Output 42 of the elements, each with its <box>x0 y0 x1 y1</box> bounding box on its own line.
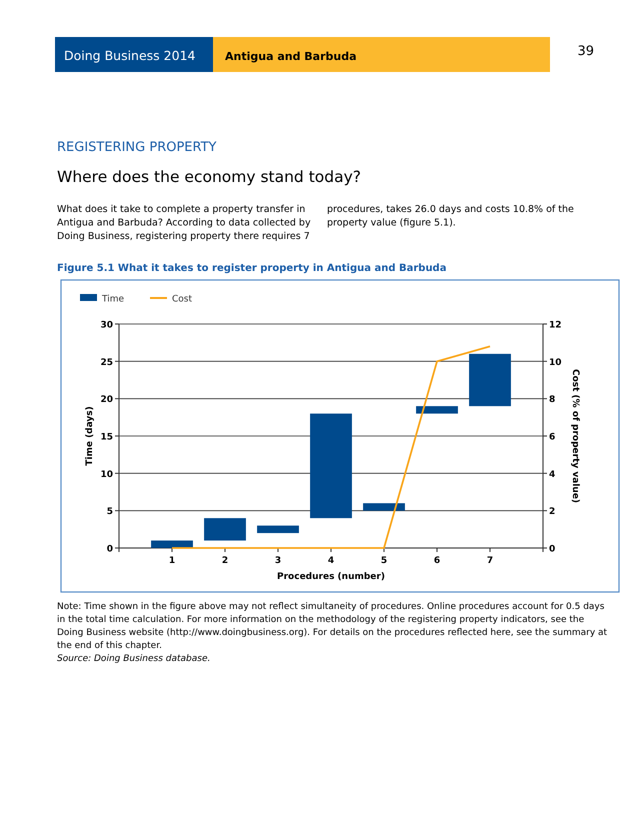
y2-axis-title: Cost (% of property value) <box>570 368 580 504</box>
x-axis-title: Procedures (number) <box>277 572 385 582</box>
text: Antigua and Barbuda <box>225 50 357 63</box>
y-axis-title: Time (days) <box>85 406 95 466</box>
bar <box>363 503 405 511</box>
bar <box>257 526 299 534</box>
y2-tick-label: 4 <box>549 470 556 480</box>
y-tick-label: 30 <box>100 320 113 330</box>
legend-label: Cost <box>172 294 192 304</box>
source-note: Source: Doing Business database. <box>57 654 210 664</box>
y2-tick-label: 10 <box>549 358 562 368</box>
bar <box>204 518 246 541</box>
y2-tick-label: 2 <box>549 507 556 518</box>
legend-label: Time <box>101 294 124 304</box>
y-tick-label: 15 <box>100 432 113 442</box>
y-tick-label: 0 <box>106 544 113 554</box>
text: 39 <box>577 44 594 59</box>
text: Where does the economy stand today? <box>57 168 361 186</box>
y2-tick-label: 6 <box>549 432 556 442</box>
y-tick-label: 10 <box>100 470 113 480</box>
bar <box>151 540 193 548</box>
y-tick-label: 5 <box>106 507 113 518</box>
y2-tick-label: 12 <box>549 320 562 330</box>
y-tick-label: 25 <box>100 358 113 368</box>
text: Note: Time shown in the figure above may not reflect simultaneity of procedures. Online procedures account for 0.5 days in the total time calculation. For more information on the methodology of the registering property indicators, see the Doing Business website (http://www.doingbusiness.org). For details on the procedures reflected here, see the summary at the end of this chapter. <box>57 602 608 651</box>
x-tick-label: 4 <box>328 556 334 566</box>
y2-tick-label: 0 <box>549 544 556 554</box>
x-tick-label: 6 <box>434 556 440 566</box>
bar <box>469 354 511 406</box>
x-tick-label: 1 <box>168 556 176 566</box>
text: REGISTERING PROPERTY <box>57 140 217 155</box>
bar <box>416 406 458 414</box>
y2-tick-label: 8 <box>549 395 556 406</box>
x-tick-label: 7 <box>486 556 494 566</box>
x-tick-label: 3 <box>274 556 282 566</box>
x-tick-label: 2 <box>222 556 228 566</box>
bar <box>310 414 352 518</box>
text: What does it take to complete a property transfer in Antigua and Barbuda? According to data collected by Doing Business, registering property there requires 7 procedures, takes 26.0 days and costs 10.8% of the property value (figure 5.1). <box>57 204 574 242</box>
y-tick-label: 20 <box>100 395 113 406</box>
x-tick-label: 5 <box>380 556 388 566</box>
text: Doing Business 2014 <box>64 48 196 63</box>
chart-title: Figure 5.1 What it takes to register property in Antigua and Barbuda <box>57 263 446 274</box>
